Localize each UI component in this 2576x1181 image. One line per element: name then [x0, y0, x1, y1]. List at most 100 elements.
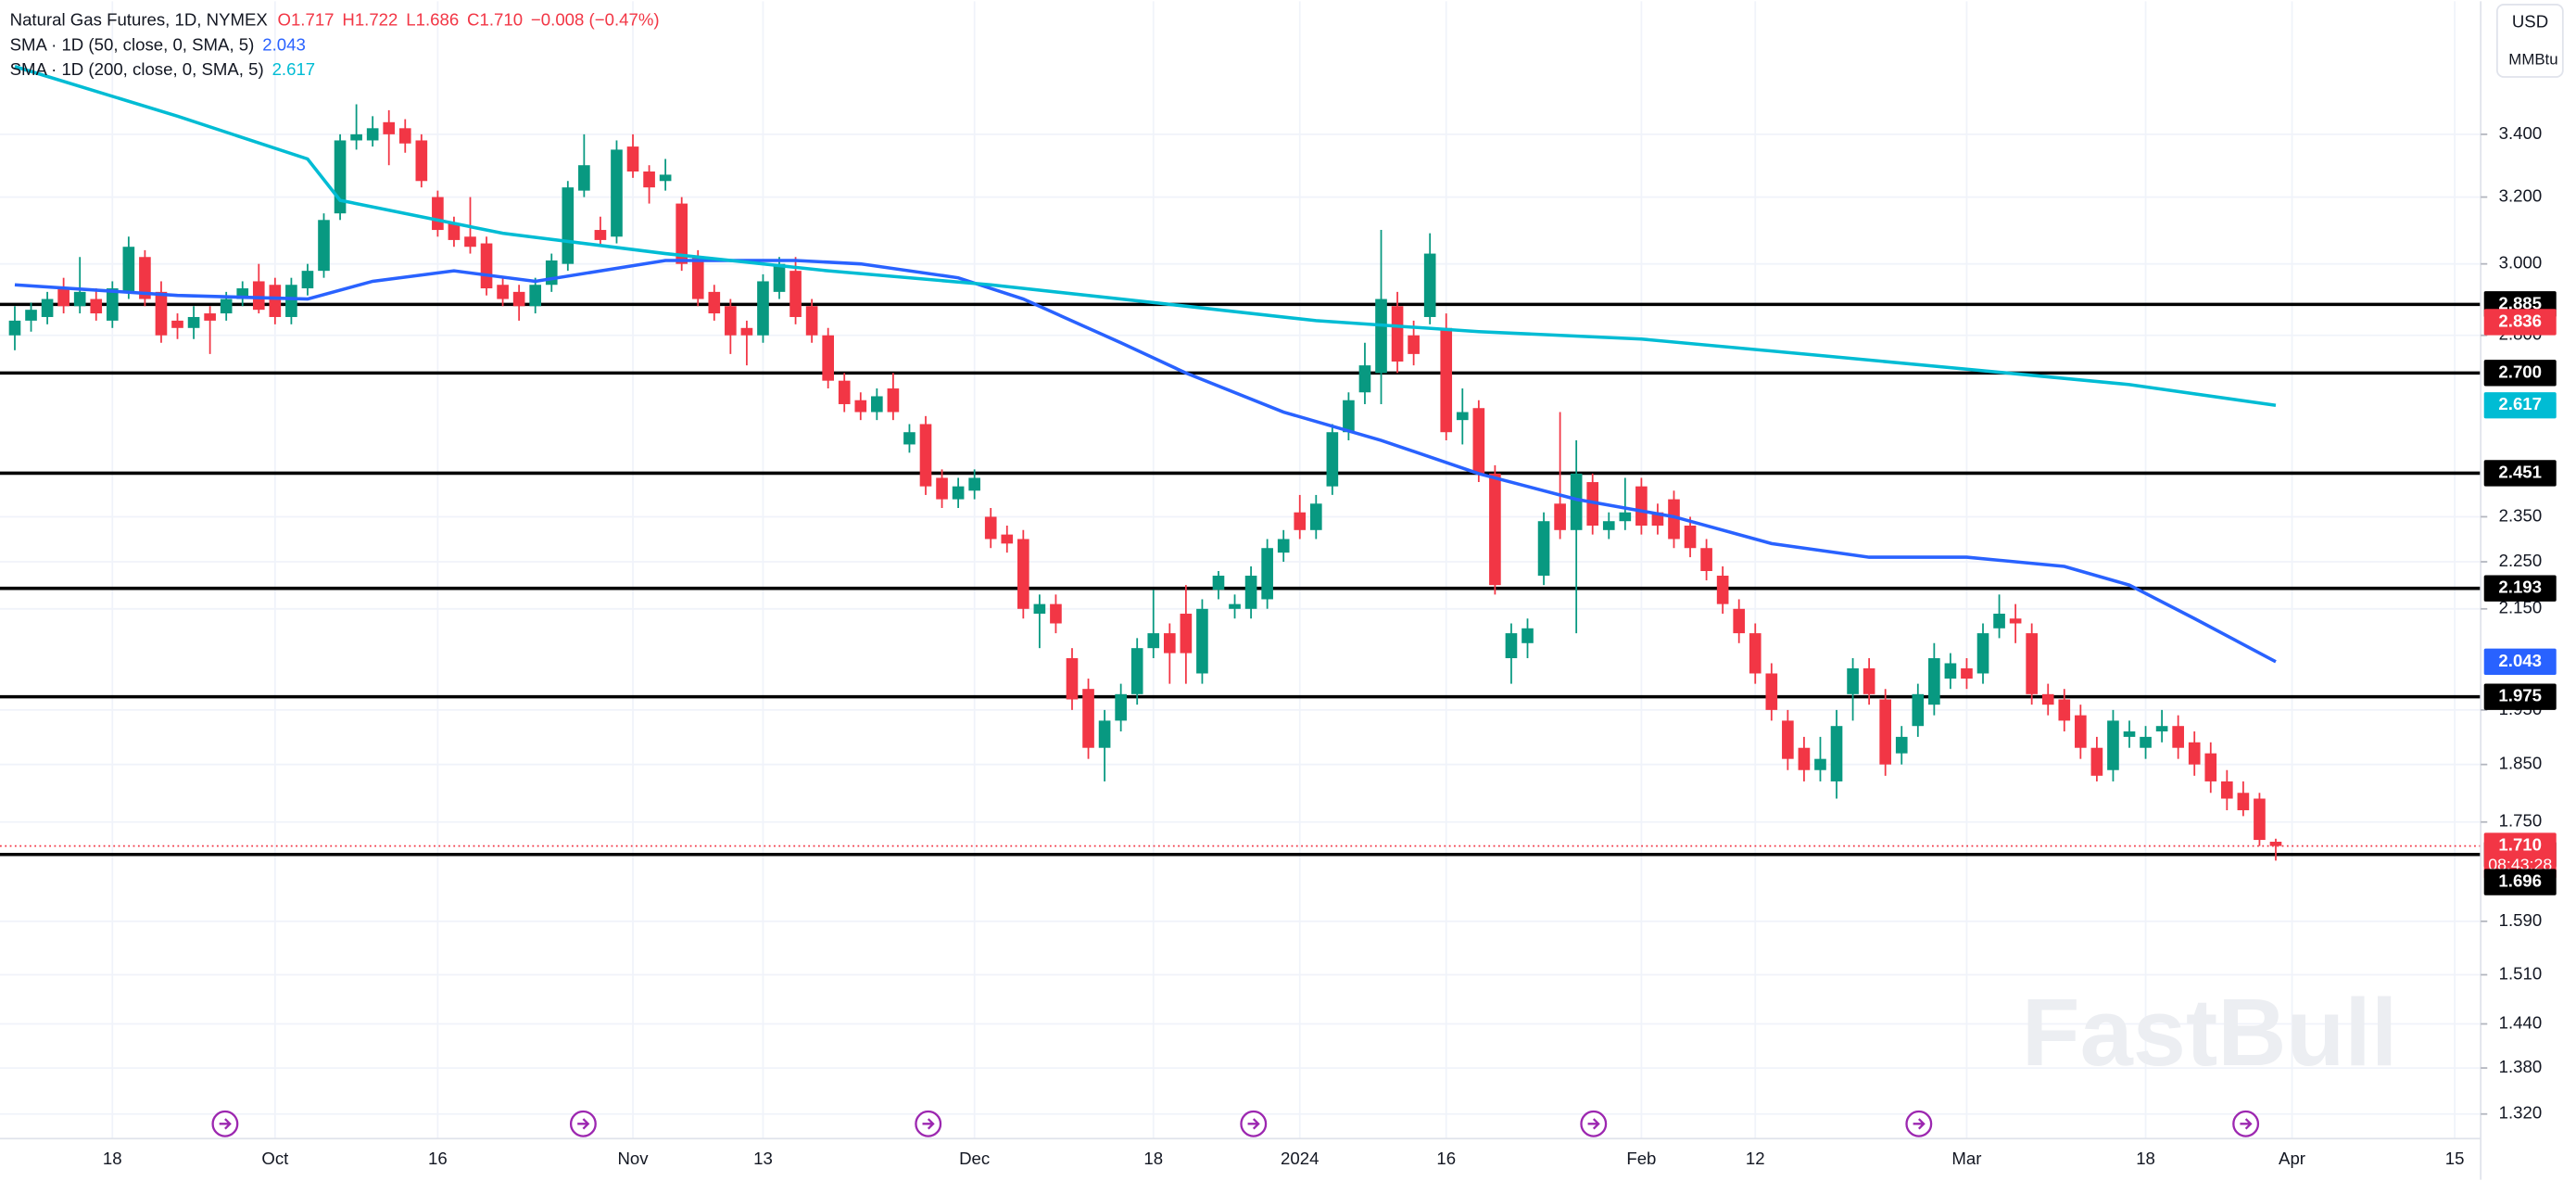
- candle-body: [1098, 720, 1111, 748]
- candle-body: [887, 388, 900, 413]
- candle-body: [1391, 306, 1404, 362]
- candle-body: [383, 121, 396, 134]
- sma-tag: 2.043: [2498, 651, 2542, 670]
- candle-body: [1277, 539, 1290, 553]
- candle-body: [1733, 608, 1746, 634]
- y-tick-label: 1.440: [2499, 1012, 2543, 1032]
- candle-body: [1944, 663, 1957, 679]
- level-label: 2.451: [2498, 462, 2542, 481]
- ohlc-high: H1.722: [342, 10, 398, 30]
- symbol-title: Natural Gas Futures, 1D, NYMEX: [10, 10, 269, 30]
- x-tick-label: 15: [2445, 1149, 2465, 1168]
- y-tick-label: 1.320: [2499, 1103, 2543, 1123]
- candle-body: [1244, 576, 1257, 609]
- y-tick-label: 2.350: [2499, 505, 2543, 525]
- event-icon[interactable]: [2232, 1110, 2260, 1137]
- candle-body: [1212, 576, 1225, 590]
- x-tick-label: 16: [428, 1149, 448, 1168]
- event-icon[interactable]: [211, 1110, 239, 1137]
- candle-body: [594, 230, 607, 240]
- candle-body: [1147, 633, 1160, 649]
- candle-body: [2237, 793, 2250, 811]
- candle-body: [236, 288, 249, 299]
- watermark: FastBull: [2022, 979, 2398, 1086]
- symbol-legend: Natural Gas Futures, 1D, NYMEX O1.717 H1.7…: [10, 10, 660, 30]
- x-tick-label: 18: [103, 1149, 122, 1168]
- x-tick-label: 12: [1746, 1149, 1765, 1168]
- candle-body: [480, 243, 493, 289]
- candle-body: [1976, 633, 1989, 674]
- candle-body: [2269, 842, 2282, 846]
- sma-legend: SMA · 1D (200, close, 0, SMA, 5) 2.617: [10, 59, 316, 79]
- indicator-lines: [14, 65, 2277, 664]
- candle-body: [1537, 521, 1550, 577]
- candle-body: [204, 313, 216, 321]
- candle-body: [1619, 512, 1632, 522]
- event-icon[interactable]: [1905, 1110, 1933, 1137]
- event-icon[interactable]: [1240, 1110, 1268, 1137]
- candle-body: [2188, 742, 2201, 765]
- candle-body: [1684, 526, 1697, 549]
- candle-body: [2140, 736, 2152, 748]
- candle-body: [1749, 633, 1762, 674]
- candle-body: [1505, 633, 1518, 659]
- candle-body: [1229, 603, 1241, 609]
- marker-tag: 2.836: [2498, 311, 2542, 330]
- sma-line: [14, 65, 2277, 408]
- event-icon[interactable]: [1580, 1110, 1608, 1137]
- price-tags: 2.885 2.700 2.451 2.193 1.975 1.696 2.836 2.043…: [2483, 291, 2557, 895]
- candle-body: [984, 516, 997, 540]
- x-tick-label: Dec: [959, 1149, 990, 1168]
- event-icons[interactable]: [211, 1110, 2260, 1137]
- candle-body: [725, 306, 737, 336]
- event-icon[interactable]: [915, 1110, 942, 1137]
- candle-body: [1847, 667, 1859, 694]
- candle-body: [1326, 432, 1339, 487]
- ohlc-close: C1.710: [467, 10, 523, 30]
- x-tick-label: 18: [2136, 1149, 2155, 1168]
- candle-body: [1082, 689, 1094, 748]
- level-label-box: [2483, 683, 2557, 710]
- candle-body: [1912, 693, 1925, 727]
- candle-body: [398, 128, 411, 144]
- level-label: 2.885: [2498, 293, 2542, 312]
- candle-body: [2204, 753, 2217, 781]
- candle-body: [2172, 726, 2184, 748]
- candle-body: [57, 288, 69, 307]
- candle-body: [25, 310, 37, 321]
- candle-body: [1456, 412, 1469, 421]
- candle-body: [2058, 699, 2071, 721]
- candle-body: [1765, 673, 1778, 710]
- candle-body: [1408, 335, 1420, 354]
- candle-body: [73, 291, 86, 307]
- ohlc-change: −0.008 (−0.47%): [531, 10, 660, 30]
- candle-body: [1130, 648, 1143, 694]
- candle-body: [1700, 548, 1712, 572]
- levels: [0, 302, 2481, 857]
- candle-body: [1294, 512, 1307, 530]
- candle-body: [676, 203, 688, 264]
- candle-body: [952, 486, 965, 500]
- currency-box[interactable]: [2496, 4, 2564, 78]
- sma-tag-box: [2483, 648, 2557, 676]
- candle-body: [1798, 747, 1811, 770]
- candle-body: [854, 400, 867, 413]
- candle-body: [968, 477, 980, 491]
- candle-body: [448, 222, 461, 240]
- ohlc-open: O1.717: [277, 10, 334, 30]
- event-icon[interactable]: [569, 1110, 597, 1137]
- candle-body: [1050, 603, 1062, 624]
- candle-body: [497, 285, 509, 299]
- level-label: 1.696: [2498, 871, 2542, 891]
- candle-body: [1895, 736, 1908, 754]
- candle-body: [2009, 618, 2022, 624]
- candle-body: [1668, 499, 1680, 540]
- candle-body: [8, 320, 21, 336]
- legend-name: SMA · 1D (50, close, 0, SMA, 5): [10, 34, 255, 54]
- candle-body: [1017, 539, 1029, 609]
- candle-body: [578, 165, 590, 191]
- candle-body: [2075, 715, 2087, 748]
- candle-body: [2090, 747, 2103, 776]
- candle-body: [2107, 720, 2119, 770]
